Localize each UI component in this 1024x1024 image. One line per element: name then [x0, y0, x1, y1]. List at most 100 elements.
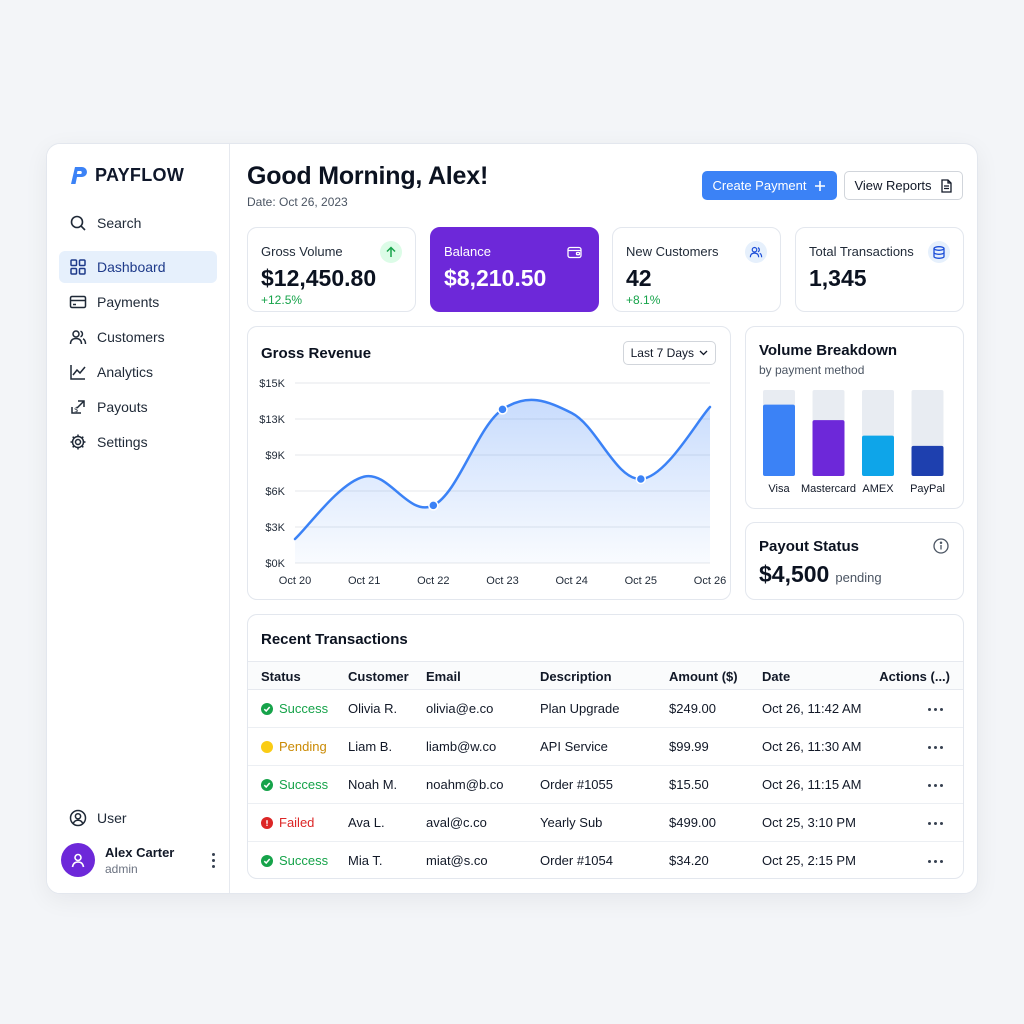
y-tick-label: $13K [259, 414, 285, 426]
data-point[interactable] [635, 473, 647, 485]
check-circle-icon [261, 854, 273, 867]
recent-transactions-card: Recent Transactions Status Customer Emai… [247, 614, 964, 879]
table-row[interactable]: Pending Liam B. liamb@w.co API Service $99.9… [248, 728, 963, 766]
view-reports-button[interactable]: View Reports [844, 171, 963, 200]
status-text: Pending [279, 739, 327, 754]
bar[interactable] [862, 435, 894, 476]
brand-logo[interactable]: PAYFLOW [67, 164, 184, 186]
transaction-description: API Service [540, 739, 608, 754]
row-actions-more-icon[interactable] [927, 778, 943, 792]
transaction-amount: $499.00 [669, 815, 716, 830]
gear-icon [70, 434, 86, 450]
column-header-customer[interactable]: Customer [348, 669, 409, 684]
status-badge: Pending [261, 739, 327, 754]
stat-label: Gross Volume [261, 244, 343, 259]
sidebar-item-label: Payments [97, 294, 160, 310]
y-tick-label: $15K [259, 378, 285, 390]
table-header: Status Customer Email Description Amount… [248, 661, 963, 690]
data-point[interactable] [497, 404, 508, 415]
customer-name: Liam B. [348, 739, 393, 754]
date-range-dropdown[interactable]: Last 7 Days [622, 341, 716, 365]
stat-value: $12,450.80 [261, 265, 377, 291]
sidebar-item-user[interactable]: User [59, 802, 217, 834]
customer-name: Mia T. [348, 853, 383, 868]
bar[interactable] [911, 445, 944, 476]
volume-breakdown-subtitle: by payment method [759, 363, 865, 377]
transaction-date: Oct 26, 11:15 AM [762, 777, 862, 792]
sidebar-item-label: Payouts [97, 399, 148, 415]
transaction-date: Oct 26, 11:42 AM [762, 701, 862, 716]
sidebar-item-settings[interactable]: Settings [59, 426, 217, 458]
user-menu-kebab-icon[interactable] [205, 849, 221, 871]
status-text: Success [279, 853, 329, 868]
stat-card-gross-volume[interactable]: Gross Volume $12,450.80 +12.5% [247, 227, 416, 312]
row-actions-more-icon[interactable] [927, 740, 943, 754]
sidebar-item-label: User [97, 810, 127, 826]
search-icon [70, 215, 86, 231]
create-payment-button[interactable]: Create Payment [702, 171, 837, 200]
sidebar-item-search[interactable]: Search [59, 207, 217, 239]
x-tick-label: Oct 26 [694, 575, 726, 587]
check-circle-icon [261, 778, 273, 791]
customer-name: Olivia R. [348, 701, 398, 716]
column-header-description[interactable]: Description [540, 669, 612, 684]
y-tick-label: $6K [265, 486, 285, 498]
column-header-date[interactable]: Date [762, 669, 791, 684]
pending-circle-icon [261, 740, 273, 753]
table-row[interactable]: Success Olivia R. olivia@e.co Plan Upgrade $… [248, 690, 963, 728]
payout-status-card: Payout Status $4,500 pending [745, 522, 964, 600]
status-badge: Success [261, 701, 328, 716]
sidebar-item-dashboard[interactable]: Dashboard [59, 251, 217, 283]
stat-label: Balance [444, 244, 491, 259]
customer-email: olivia@e.co [426, 701, 494, 716]
current-user[interactable]: Alex Carter admin [61, 843, 221, 877]
sidebar-item-customers[interactable]: Customers [59, 321, 217, 353]
transaction-amount: $34.20 [669, 853, 709, 868]
column-header-amount[interactable]: Amount ($) [669, 669, 738, 684]
customer-email: miat@s.co [426, 853, 488, 868]
row-actions-more-icon[interactable] [927, 702, 943, 716]
status-text: Success [279, 701, 329, 716]
stat-delta: +8.1% [626, 293, 661, 307]
users-icon [745, 241, 767, 263]
revenue-area-chart: Oct 20 Oct 21 Oct 22 Oct 23 Oct 24 Oct 25 Oct … [259, 378, 726, 587]
table-row[interactable]: Success Noah M. noahm@b.co Order #1055 $15.5… [248, 766, 963, 804]
sidebar-item-payouts[interactable]: $ Payouts [59, 391, 217, 423]
transaction-description: Plan Upgrade [540, 701, 620, 716]
sidebar-item-payments[interactable]: Payments [59, 286, 217, 318]
payout-amount: $4,500 [759, 561, 830, 587]
stat-label: New Customers [626, 244, 719, 259]
user-avatar-icon [71, 853, 85, 868]
info-icon[interactable] [933, 538, 949, 554]
table-row[interactable]: Failed Ava L. aval@c.co Yearly Sub $499.00 Oc… [248, 804, 963, 842]
column-header-email[interactable]: Email [426, 669, 461, 684]
sidebar-item-analytics[interactable]: Analytics [59, 356, 217, 388]
transaction-amount: $249.00 [669, 701, 716, 716]
table-row[interactable]: Success Mia T. miat@s.co Order #1054 $34.20 O… [248, 842, 963, 878]
transaction-amount: $15.50 [669, 777, 709, 792]
stat-card-new-customers[interactable]: New Customers 42 +8.1% [612, 227, 781, 312]
avatar [61, 843, 95, 877]
bar[interactable] [812, 420, 845, 476]
gross-revenue-card: Gross Revenue Last 7 Days Oct 20 Oct 21 Oc… [247, 326, 731, 600]
stat-card-balance[interactable]: Balance $8,210.50 [430, 227, 599, 312]
status-badge: Success [261, 777, 328, 792]
y-tick-label: $9K [265, 450, 285, 462]
stat-delta: +12.5% [261, 293, 303, 307]
row-actions-more-icon[interactable] [927, 854, 943, 868]
stat-card-total-transactions[interactable]: Total Transactions 1,345 [795, 227, 964, 312]
row-actions-more-icon[interactable] [927, 816, 943, 830]
transaction-date: Oct 25, 2:15 PM [762, 853, 856, 868]
column-header-status[interactable]: Status [261, 669, 301, 684]
data-point[interactable] [428, 500, 439, 511]
sidebar: PAYFLOW Search Dashboard Payments Custom… [47, 144, 230, 893]
customer-email: liamb@w.co [426, 739, 497, 754]
x-tick-label: Oct 21 [348, 575, 380, 587]
status-text: Success [279, 777, 329, 792]
check-circle-icon [261, 702, 273, 715]
volume-breakdown-title: Volume Breakdown [759, 342, 898, 359]
column-header-actions[interactable]: Actions (...) [879, 669, 950, 684]
bar[interactable] [763, 404, 795, 476]
volume-breakdown-card: Volume Breakdown by payment method Visa M… [745, 326, 964, 509]
date-range-label: Last 7 Days [630, 346, 694, 360]
